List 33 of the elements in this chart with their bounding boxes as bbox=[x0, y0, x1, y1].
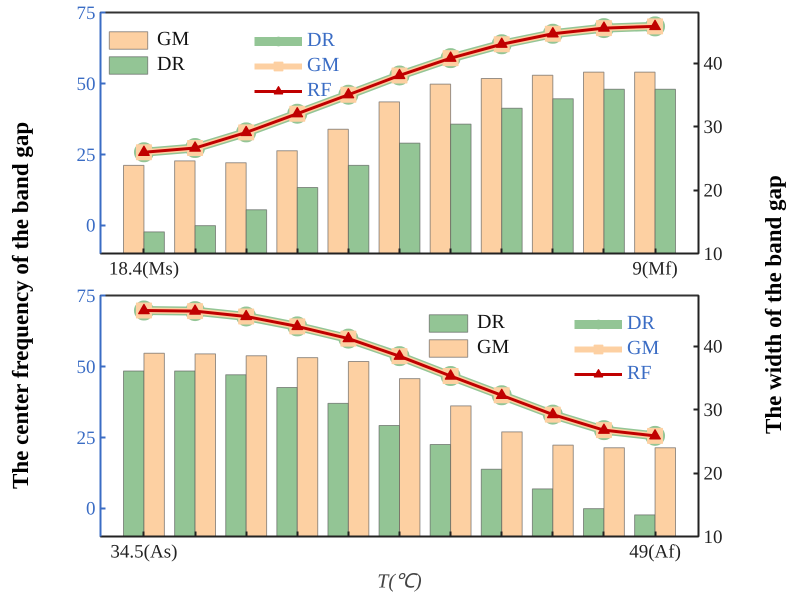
y2-tick-label: 10 bbox=[704, 527, 722, 548]
y-tick-label: 50 bbox=[76, 356, 96, 378]
y2-tick-label: 40 bbox=[704, 54, 722, 75]
y-tick-label: 25 bbox=[76, 428, 96, 449]
y2-tick-label: 20 bbox=[704, 180, 722, 202]
legend-label: GM bbox=[307, 54, 340, 77]
y-tick-label: 50 bbox=[76, 74, 96, 95]
y-tick-label: 25 bbox=[76, 144, 96, 166]
y-tick-label: 0 bbox=[86, 498, 96, 520]
y2-tick-label: 30 bbox=[704, 400, 722, 422]
legend-label: DR bbox=[477, 311, 505, 334]
x-tick-label: 9(Mf) bbox=[632, 258, 678, 280]
x-tick-label: 49(Af) bbox=[629, 542, 681, 562]
legend-label: RF bbox=[627, 362, 652, 385]
y2-tick-label: 10 bbox=[704, 244, 722, 265]
y-tick-label: 0 bbox=[86, 216, 96, 237]
legend-label: RF bbox=[307, 79, 332, 102]
legend-label: GM bbox=[477, 336, 510, 359]
y2-tick-label: 30 bbox=[704, 117, 722, 138]
y-tick-label: 75 bbox=[76, 3, 96, 24]
y-axis-title: The center frequency of the band gap bbox=[7, 120, 34, 491]
x-axis-title: T(℃) bbox=[377, 570, 422, 592]
y2-tick-label: 20 bbox=[704, 464, 722, 485]
y2-tick-label: 40 bbox=[704, 336, 722, 358]
x-tick-label: 18.4(Ms) bbox=[108, 258, 180, 280]
legend-label: DR bbox=[157, 53, 185, 76]
y-tick-label: 75 bbox=[76, 286, 96, 307]
x-tick-label: 34.5(As) bbox=[110, 542, 178, 562]
legend-label: DR bbox=[627, 312, 655, 335]
y2-axis-title: The width of the band gap bbox=[760, 174, 787, 436]
legend-label: GM bbox=[157, 28, 190, 51]
legend-label: DR bbox=[307, 29, 335, 52]
legend-label: GM bbox=[627, 337, 660, 360]
